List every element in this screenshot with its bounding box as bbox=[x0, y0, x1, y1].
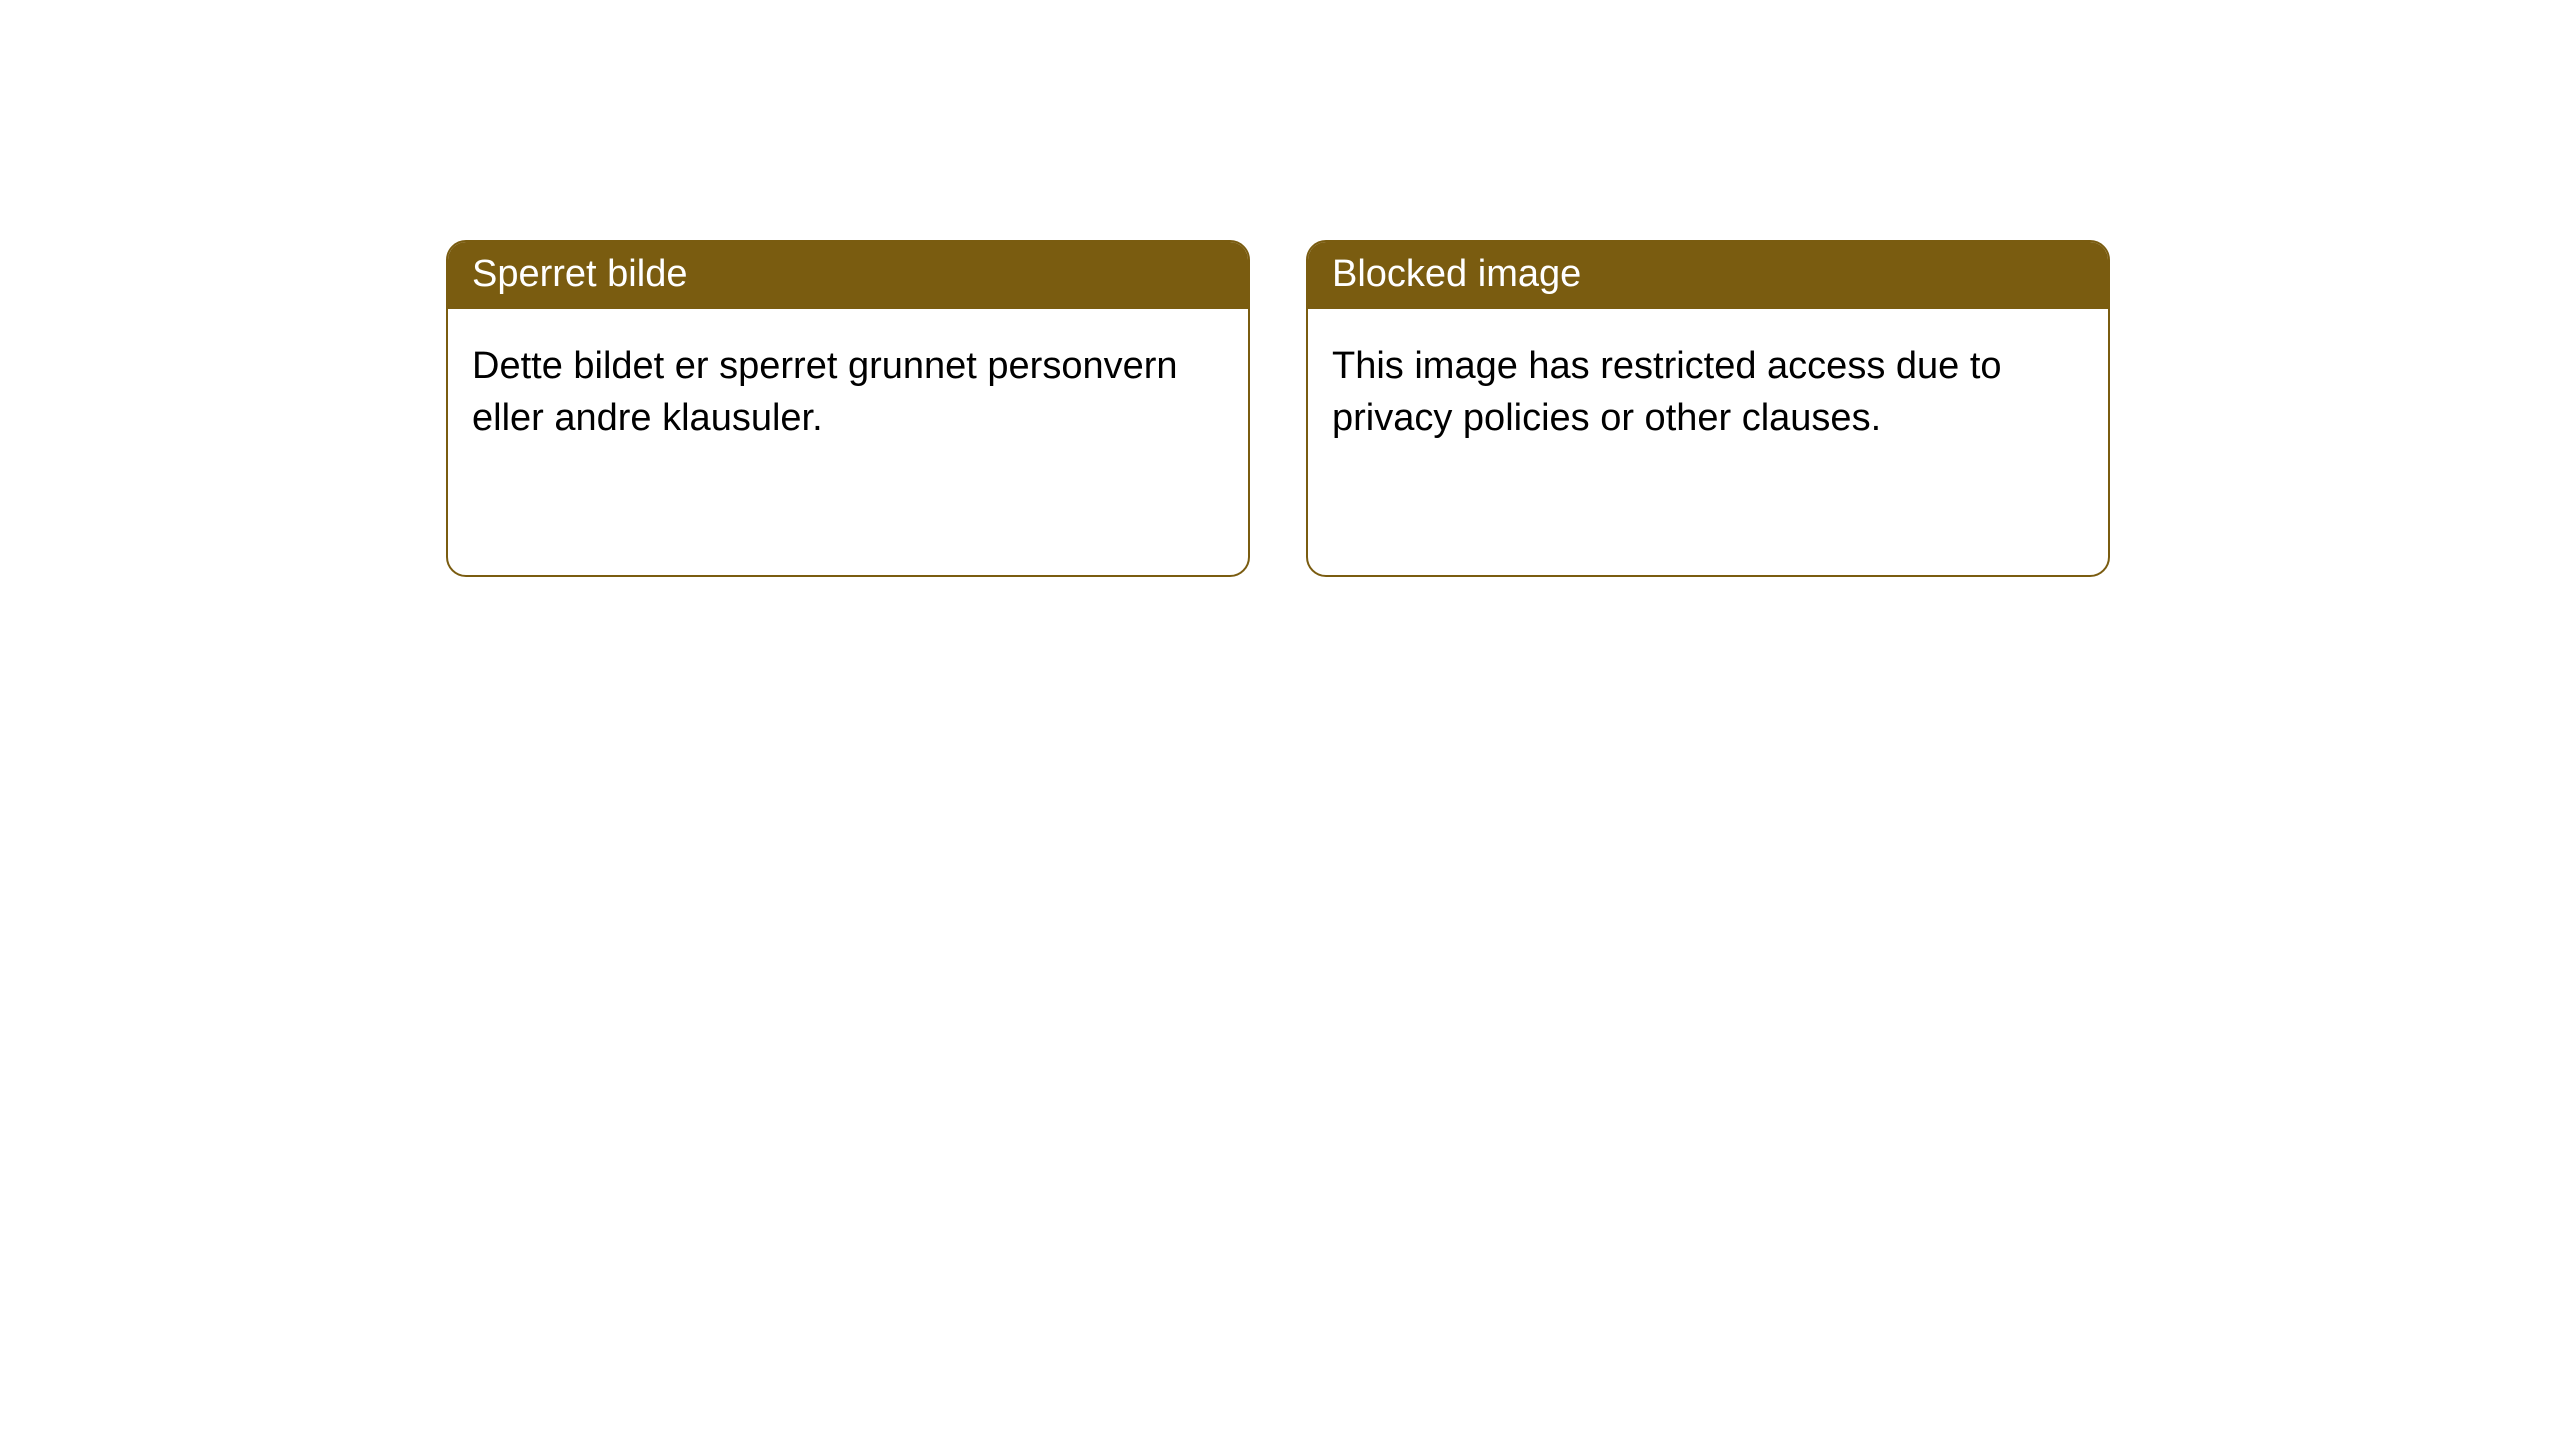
notice-card-english: Blocked image This image has restricted … bbox=[1306, 240, 2110, 577]
notice-header: Sperret bilde bbox=[448, 242, 1248, 309]
notice-card-norwegian: Sperret bilde Dette bildet er sperret gr… bbox=[446, 240, 1250, 577]
notice-body: This image has restricted access due to … bbox=[1308, 309, 2108, 468]
notice-body: Dette bildet er sperret grunnet personve… bbox=[448, 309, 1248, 468]
notice-container: Sperret bilde Dette bildet er sperret gr… bbox=[0, 0, 2560, 577]
notice-header: Blocked image bbox=[1308, 242, 2108, 309]
